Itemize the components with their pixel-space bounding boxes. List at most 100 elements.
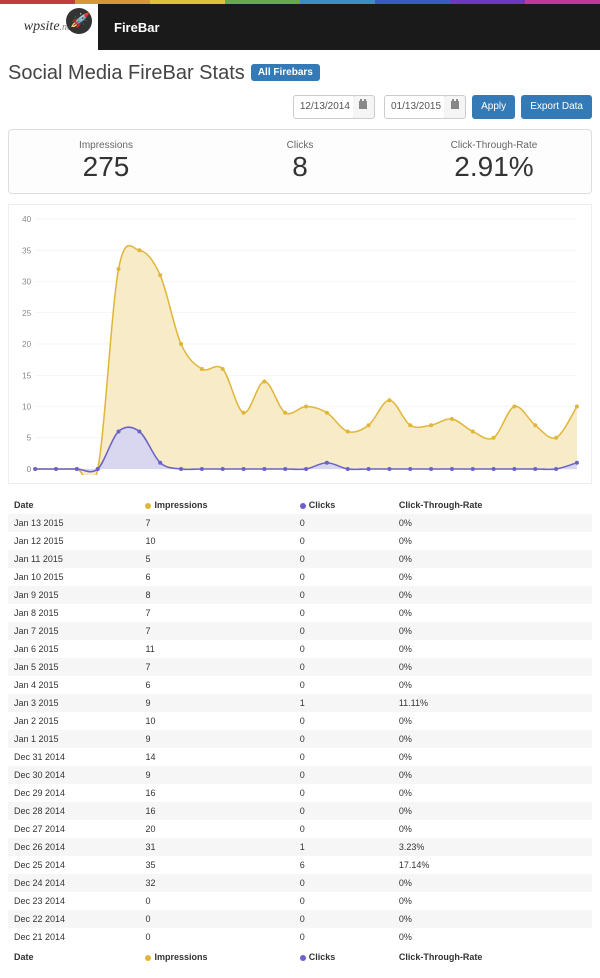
- table-cell: 0%: [393, 532, 592, 550]
- table-cell: 0: [294, 766, 393, 784]
- impressions-dot-icon: [145, 503, 151, 509]
- table-cell: 0: [294, 748, 393, 766]
- calendar-icon[interactable]: [444, 95, 466, 119]
- svg-text:35: 35: [22, 246, 31, 255]
- trend-chart: 0510152025303540: [8, 204, 592, 484]
- table-cell: 9: [139, 730, 293, 748]
- table-cell: 0%: [393, 604, 592, 622]
- table-cell: 0%: [393, 568, 592, 586]
- col-ctr: Click-Through-Rate: [393, 946, 592, 966]
- calendar-icon[interactable]: [353, 95, 375, 119]
- table-row: Jan 1 2015900%: [8, 730, 592, 748]
- table-cell: Jan 5 2015: [8, 658, 139, 676]
- table-cell: Jan 6 2015: [8, 640, 139, 658]
- export-data-button[interactable]: Export Data: [521, 95, 592, 119]
- table-cell: 0%: [393, 550, 592, 568]
- table-cell: 16: [139, 802, 293, 820]
- table-cell: 11.11%: [393, 694, 592, 712]
- table-cell: Jan 4 2015: [8, 676, 139, 694]
- table-row: Dec 21 2014000%: [8, 928, 592, 946]
- table-cell: 0: [294, 658, 393, 676]
- table-cell: 0: [294, 640, 393, 658]
- table-cell: 10: [139, 712, 293, 730]
- table-cell: Jan 10 2015: [8, 568, 139, 586]
- table-cell: 0: [139, 910, 293, 928]
- date-controls: 12/13/2014 01/13/2015 Apply Export Data: [8, 95, 592, 119]
- col-impressions: Impressions: [139, 496, 293, 514]
- stat-label: Impressions: [9, 140, 203, 151]
- apply-button[interactable]: Apply: [472, 95, 515, 119]
- header-bar: wpsite.net 🚀 FireBar: [0, 4, 600, 50]
- table-row: Dec 30 2014900%: [8, 766, 592, 784]
- table-cell: Jan 7 2015: [8, 622, 139, 640]
- stat-value: 275: [9, 151, 203, 183]
- col-date: Date: [8, 946, 139, 966]
- logo-text: wpsite: [24, 19, 60, 35]
- table-cell: 0: [294, 550, 393, 568]
- table-cell: Jan 2 2015: [8, 712, 139, 730]
- table-cell: 0: [294, 874, 393, 892]
- table-cell: 7: [139, 658, 293, 676]
- table-cell: 17.14%: [393, 856, 592, 874]
- all-firebars-badge[interactable]: All Firebars: [251, 64, 320, 81]
- table-row: Dec 28 20141600%: [8, 802, 592, 820]
- table-cell: Dec 28 2014: [8, 802, 139, 820]
- table-row: Jan 4 2015600%: [8, 676, 592, 694]
- table-cell: 0%: [393, 910, 592, 928]
- table-cell: 0: [294, 820, 393, 838]
- table-row: Jan 9 2015800%: [8, 586, 592, 604]
- table-cell: Jan 13 2015: [8, 514, 139, 532]
- table-row: Dec 25 201435617.14%: [8, 856, 592, 874]
- svg-text:15: 15: [22, 371, 31, 380]
- col-date: Date: [8, 496, 139, 514]
- table-cell: 31: [139, 838, 293, 856]
- table-cell: Jan 3 2015: [8, 694, 139, 712]
- table-cell: Dec 30 2014: [8, 766, 139, 784]
- svg-text:5: 5: [27, 434, 32, 443]
- col-ctr: Click-Through-Rate: [393, 496, 592, 514]
- table-cell: 0: [294, 928, 393, 946]
- stat-ctr: Click-Through-Rate 2.91%: [397, 140, 591, 183]
- table-cell: 0: [294, 586, 393, 604]
- table-cell: 0: [294, 712, 393, 730]
- table-cell: Jan 11 2015: [8, 550, 139, 568]
- table-cell: Dec 27 2014: [8, 820, 139, 838]
- table-cell: Dec 24 2014: [8, 874, 139, 892]
- stat-value: 8: [203, 151, 397, 183]
- stat-label: Clicks: [203, 140, 397, 151]
- table-cell: 0: [294, 604, 393, 622]
- svg-text:40: 40: [22, 215, 31, 224]
- date-from-input[interactable]: 12/13/2014: [293, 95, 357, 119]
- page-title: Social Media FireBar Stats: [8, 62, 245, 85]
- rocket-icon: 🚀: [66, 8, 92, 34]
- table-row: Jan 2 20151000%: [8, 712, 592, 730]
- logo[interactable]: wpsite.net 🚀: [0, 4, 98, 50]
- table-cell: 0: [139, 928, 293, 946]
- table-cell: 9: [139, 694, 293, 712]
- stat-label: Click-Through-Rate: [397, 140, 591, 151]
- table-cell: 6: [139, 568, 293, 586]
- svg-text:30: 30: [22, 278, 31, 287]
- table-cell: Jan 8 2015: [8, 604, 139, 622]
- table-cell: Dec 29 2014: [8, 784, 139, 802]
- table-cell: 0%: [393, 730, 592, 748]
- stat-impressions: Impressions 275: [9, 140, 203, 183]
- table-cell: 32: [139, 874, 293, 892]
- table-cell: 6: [139, 676, 293, 694]
- table-cell: Dec 23 2014: [8, 892, 139, 910]
- table-cell: 11: [139, 640, 293, 658]
- col-impressions: Impressions: [139, 946, 293, 966]
- table-cell: 5: [139, 550, 293, 568]
- table-cell: 35: [139, 856, 293, 874]
- table-cell: 0: [294, 892, 393, 910]
- table-cell: 0%: [393, 820, 592, 838]
- col-clicks: Clicks: [294, 496, 393, 514]
- table-cell: 0: [294, 802, 393, 820]
- table-row: Dec 31 20141400%: [8, 748, 592, 766]
- table-cell: 0%: [393, 676, 592, 694]
- svg-text:0: 0: [27, 465, 32, 474]
- table-cell: 10: [139, 532, 293, 550]
- date-to-input[interactable]: 01/13/2015: [384, 95, 448, 119]
- stat-clicks: Clicks 8: [203, 140, 397, 183]
- table-cell: 0: [294, 568, 393, 586]
